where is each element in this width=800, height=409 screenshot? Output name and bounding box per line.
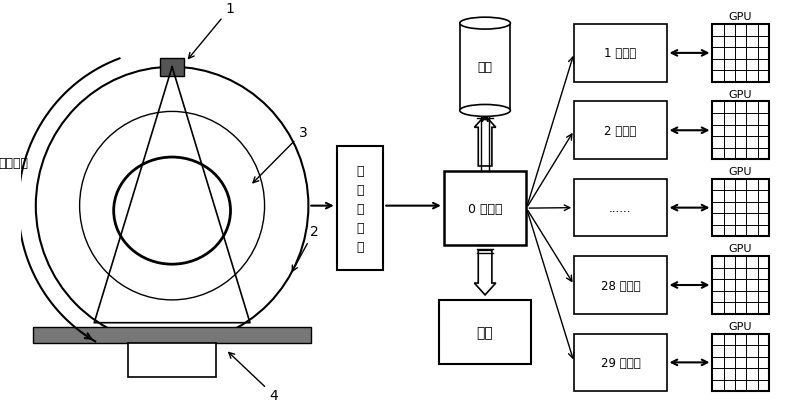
Bar: [460, 24, 510, 111]
Text: 存储: 存储: [478, 61, 493, 74]
Bar: [337, 147, 383, 270]
Text: 1: 1: [189, 2, 234, 59]
Text: GPU: GPU: [729, 321, 752, 331]
Bar: [574, 102, 666, 160]
Text: 1 号节点: 1 号节点: [604, 47, 637, 60]
Text: 0 号节点: 0 号节点: [468, 202, 502, 215]
Ellipse shape: [460, 105, 510, 117]
Text: GPU: GPU: [729, 166, 752, 176]
Bar: [712, 180, 769, 237]
Text: 4: 4: [229, 353, 278, 402]
Text: 29 号节点: 29 号节点: [601, 356, 640, 369]
Bar: [574, 25, 666, 83]
FancyArrow shape: [474, 116, 496, 166]
FancyArrow shape: [474, 251, 496, 295]
Bar: [712, 102, 769, 160]
Text: ......: ......: [609, 202, 632, 215]
Bar: [34, 327, 311, 343]
Text: 2: 2: [292, 225, 318, 272]
Text: 2 号节点: 2 号节点: [604, 124, 637, 137]
Text: GPU: GPU: [729, 89, 752, 99]
Text: GPU: GPU: [729, 12, 752, 22]
Bar: [712, 25, 769, 83]
Bar: [161, 59, 184, 76]
Text: 3: 3: [253, 126, 307, 183]
Ellipse shape: [460, 18, 510, 30]
Text: GPU: GPU: [729, 244, 752, 254]
Bar: [574, 334, 666, 391]
Text: 显示: 显示: [477, 325, 494, 339]
Bar: [712, 334, 769, 391]
Bar: [128, 343, 216, 378]
Bar: [439, 300, 531, 364]
Bar: [444, 171, 526, 246]
Bar: [574, 256, 666, 314]
Text: 前
端
采
样
机: 前 端 采 样 机: [356, 164, 364, 253]
Bar: [574, 180, 666, 237]
Bar: [712, 256, 769, 314]
Text: 旋转方向: 旋转方向: [0, 157, 29, 170]
Text: 28 号节点: 28 号节点: [601, 279, 640, 292]
